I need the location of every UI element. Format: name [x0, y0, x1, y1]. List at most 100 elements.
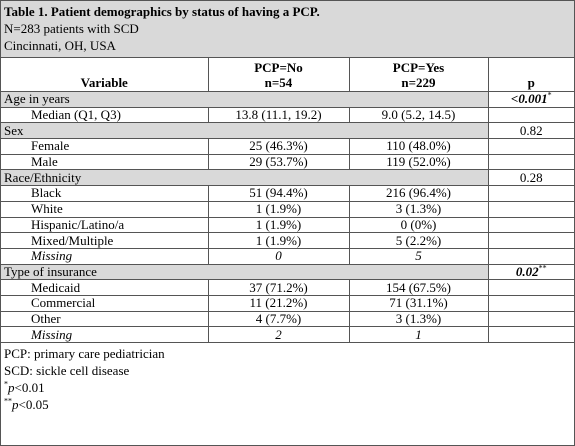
section-row: Race/Ethnicity 0.28	[1, 169, 574, 187]
row-label: Mixed/Multiple	[1, 232, 209, 249]
cell-pcp-no: 11 (21.2%)	[207, 294, 350, 312]
section-row: Sex 0.82	[1, 122, 574, 140]
cell-pcp-no: 29 (53.7%)	[207, 153, 350, 171]
row-label: Hispanic/Latino/a	[1, 216, 209, 234]
cell-pcp-yes: 5	[348, 247, 489, 265]
footnote-text: PCP: primary care pediatrician	[4, 346, 165, 361]
section-label: Race/Ethnicity	[1, 169, 489, 187]
row-label: Male	[1, 153, 209, 171]
data-row: Medicaid 37 (71.2%) 154 (67.5%)	[1, 279, 574, 296]
data-row: Black 51 (94.4%) 216 (96.4%)	[1, 185, 574, 202]
cell-pcp-yes: 71 (31.1%)	[348, 294, 489, 312]
row-label: Missing	[1, 247, 209, 265]
cell-p	[487, 138, 574, 155]
table-header: Table 1. Patient demographics by status …	[1, 1, 574, 58]
section-label: Age in years	[1, 91, 489, 108]
footnote-text: <0.01	[14, 380, 45, 395]
p-value-cell: <0.001*	[487, 91, 574, 108]
data-row: Commercial 11 (21.2%) 71 (31.1%)	[1, 294, 574, 312]
footnote-marker: *	[4, 379, 8, 389]
cell-pcp-no: 0	[207, 247, 350, 265]
cell-p	[487, 310, 574, 328]
cell-p	[487, 200, 574, 218]
p-value-cell: 0.28	[487, 169, 574, 187]
row-label: Other	[1, 310, 209, 328]
footnote-italic: p	[8, 380, 15, 395]
cell-pcp-yes: 110 (48.0%)	[348, 138, 489, 155]
cell-pcp-no: 25 (46.3%)	[207, 138, 350, 155]
column-label: Variable	[80, 75, 128, 90]
row-label: White	[1, 200, 209, 218]
missing-row: Missing 0 5	[1, 247, 574, 265]
column-n: n=229	[401, 75, 436, 90]
footnote-marker: **	[4, 396, 12, 406]
cell-pcp-yes: 0 (0%)	[348, 216, 489, 234]
row-label: Commercial	[1, 294, 209, 312]
table-title: Table 1. Patient demographics by status …	[4, 4, 320, 19]
cell-pcp-yes: 154 (67.5%)	[348, 279, 489, 296]
column-label: p	[527, 75, 535, 90]
column-label: PCP=No	[254, 60, 303, 75]
table-body: Age in years <0.001* Median (Q1, Q3) 13.8 (…	[1, 91, 574, 343]
footnote: SCD: sickle cell disease	[4, 362, 571, 379]
section-text: Type of insurance	[4, 263, 97, 279]
section-label: Sex	[1, 122, 489, 140]
cell-pcp-yes: 216 (96.4%)	[348, 185, 489, 202]
cell-p	[487, 294, 574, 312]
cell-pcp-yes: 5 (2.2%)	[348, 232, 489, 249]
cell-p	[487, 216, 574, 234]
footnote-italic: p	[12, 397, 19, 412]
subtitle: N=283 patients with SCD	[4, 21, 139, 36]
cell-pcp-no: 1 (1.9%)	[207, 232, 350, 249]
table-head: Variable PCP=No n=54 PCP=Yes n=229 p	[1, 58, 574, 92]
cell-pcp-no: 1 (1.9%)	[207, 216, 350, 234]
row-label: Black	[1, 185, 209, 202]
header-row: Variable PCP=No n=54 PCP=Yes n=229 p	[1, 58, 574, 92]
row-label: Missing	[1, 326, 209, 343]
section-row: Age in years <0.001*	[1, 91, 574, 108]
cell-pcp-yes: 9.0 (5.2, 14.5)	[348, 106, 489, 124]
missing-row: Missing 2 1	[1, 326, 574, 343]
cell-p	[487, 153, 574, 171]
section-row: Type of insurance 0.02**	[1, 263, 574, 281]
p-value: 0.28	[519, 169, 543, 185]
p-value: <0.001	[510, 91, 548, 107]
cell-pcp-no: 51 (94.4%)	[207, 185, 350, 202]
column-label: PCP=Yes	[392, 60, 445, 75]
cell-p	[487, 326, 574, 343]
section-text: Age in years	[4, 91, 70, 107]
footnote: *p<0.01	[4, 379, 571, 396]
footnote-text: SCD: sickle cell disease	[4, 363, 130, 378]
cell-p	[487, 279, 574, 296]
column-header: PCP=No n=54	[207, 58, 350, 92]
cell-pcp-no: 2	[207, 326, 350, 343]
data-row: Other 4 (7.7%) 3 (1.3%)	[1, 310, 574, 328]
cell-pcp-no: 4 (7.7%)	[207, 310, 350, 328]
column-n: n=54	[264, 75, 293, 90]
p-value-cell: 0.02**	[487, 263, 574, 281]
cell-pcp-yes: 3 (1.3%)	[348, 200, 489, 218]
data-row: Median (Q1, Q3) 13.8 (11.1, 19.2) 9.0 (5.2…	[1, 106, 574, 124]
cell-p	[487, 185, 574, 202]
row-label: Median (Q1, Q3)	[1, 106, 209, 124]
data-row: Mixed/Multiple 1 (1.9%) 5 (2.2%)	[1, 232, 574, 249]
data-row: Male 29 (53.7%) 119 (52.0%)	[1, 153, 574, 171]
p-value: 0.82	[519, 122, 543, 138]
cell-pcp-no: 13.8 (11.1, 19.2)	[207, 106, 350, 124]
cell-pcp-no: 1 (1.9%)	[207, 200, 350, 218]
cell-pcp-yes: 119 (52.0%)	[348, 153, 489, 171]
footnotes: PCP: primary care pediatrician SCD: sickl…	[1, 343, 574, 415]
column-header: Variable	[1, 58, 209, 92]
data-row: Female 25 (46.3%) 110 (48.0%)	[1, 138, 574, 155]
p-value-marker: *	[547, 91, 552, 101]
p-value: 0.02	[515, 263, 539, 279]
section-label: Type of insurance	[1, 263, 489, 281]
cell-p	[487, 232, 574, 249]
data-row: White 1 (1.9%) 3 (1.3%)	[1, 200, 574, 218]
cell-p	[487, 106, 574, 124]
p-value-marker: **	[538, 263, 547, 273]
cell-pcp-yes: 1	[348, 326, 489, 343]
subtitle: Cincinnati, OH, USA	[4, 38, 116, 53]
footnote: **p<0.05	[4, 396, 571, 413]
